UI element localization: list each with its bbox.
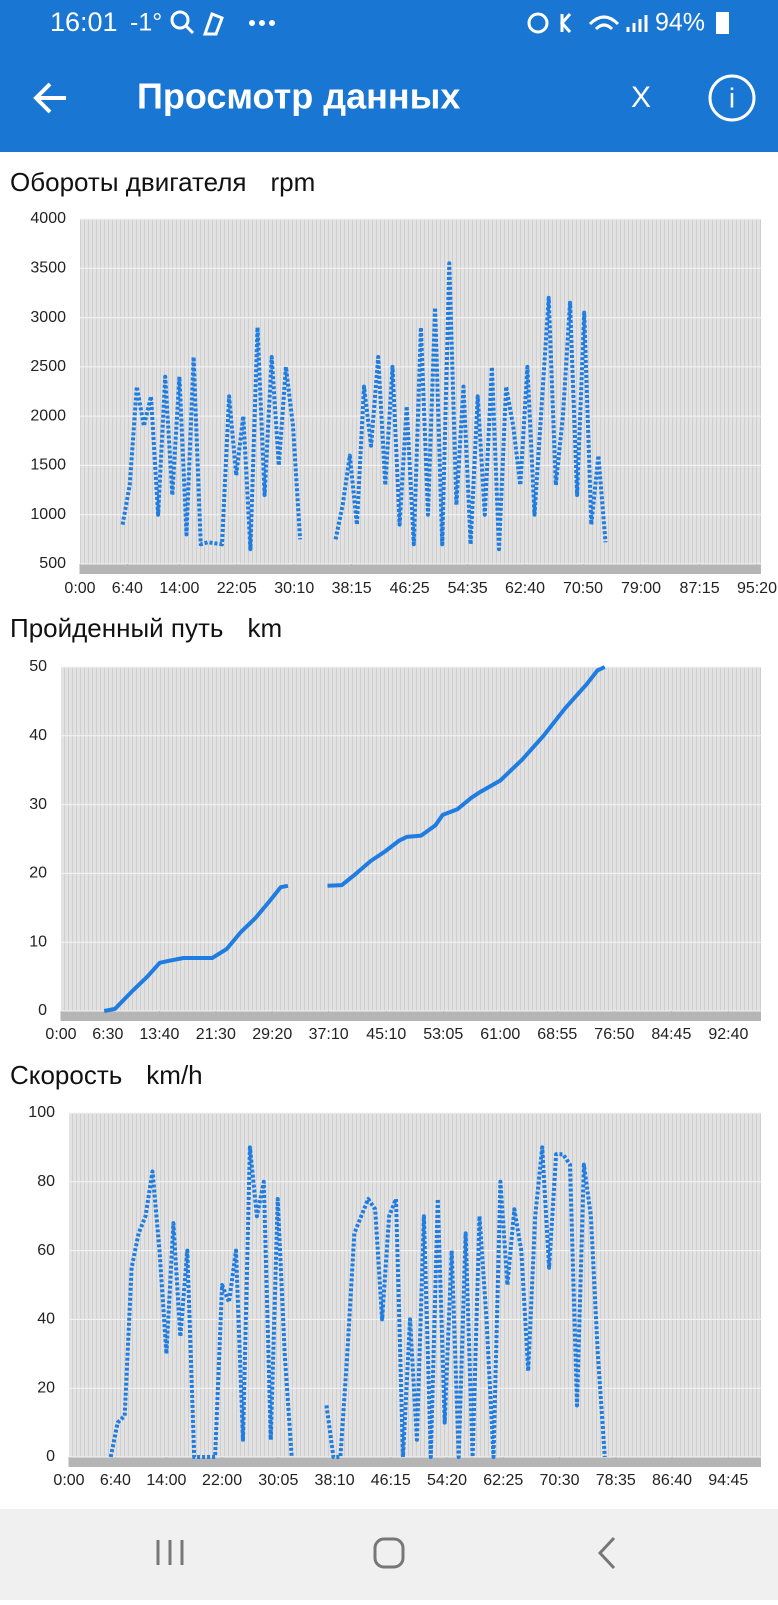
plot-area [61, 667, 761, 1011]
status-battery: 94% [655, 9, 705, 37]
x-tick-label: 22:00 [202, 1472, 242, 1489]
close-button[interactable]: X [631, 81, 651, 114]
x-tick-label: 62:25 [483, 1472, 523, 1489]
x-tick-label: 54:35 [448, 580, 488, 597]
y-tick-label: 30 [29, 796, 47, 813]
x-tick-label: 61:00 [480, 1026, 520, 1043]
axis-band [80, 564, 761, 574]
y-tick-label: 40 [29, 727, 47, 744]
x-tick-label: 54:20 [427, 1472, 467, 1489]
x-tick-label: 38:10 [315, 1472, 355, 1489]
y-tick-label: 80 [37, 1173, 55, 1190]
x-tick-label: 94:45 [708, 1472, 748, 1489]
x-tick-label: 14:00 [146, 1472, 186, 1489]
y-tick-label: 4000 [30, 210, 66, 227]
x-tick-label: 45:10 [366, 1026, 406, 1043]
chart-unit: rpm [271, 167, 316, 197]
y-tick-label: 20 [37, 1379, 55, 1396]
nav-icons [156, 1536, 616, 1570]
chart-unit: km [247, 613, 282, 643]
battery-icon [716, 12, 729, 34]
info-button[interactable] [708, 74, 756, 122]
y-tick-label: 2500 [30, 358, 66, 375]
x-tick-label: 22:05 [217, 580, 257, 597]
header-bg [0, 0, 778, 152]
x-tick-label: 30:05 [258, 1472, 298, 1489]
chart-title: Обороты двигателя rpm [10, 167, 315, 197]
axis-band [69, 1457, 761, 1467]
y-tick-label: 3500 [30, 260, 66, 277]
x-tick-label: 68:55 [537, 1026, 577, 1043]
x-tick-label: 0:00 [45, 1026, 76, 1043]
y-tick-label: 50 [29, 658, 47, 675]
chart-title-text: Пройденный путь [10, 613, 223, 643]
y-tick-label: 2000 [30, 407, 66, 424]
y-tick-label: 0 [46, 1448, 55, 1465]
x-tick-label: 95:20 [737, 580, 777, 597]
y-tick-label: 0 [38, 1002, 47, 1019]
x-tick-label: 46:25 [390, 580, 430, 597]
x-tick-label: 92:40 [708, 1026, 748, 1043]
app-title: Просмотр данных [137, 76, 460, 117]
x-tick-label: 62:40 [505, 580, 545, 597]
x-tick-label: 0:00 [64, 580, 95, 597]
y-tick-label: 1500 [30, 457, 66, 474]
x-tick-label: 78:35 [596, 1472, 636, 1489]
y-tick-label: 100 [28, 1104, 55, 1121]
x-tick-label: 86:40 [652, 1472, 692, 1489]
x-tick-label: 87:15 [680, 580, 720, 597]
x-tick-label: 13:40 [139, 1026, 179, 1043]
nav-bar [0, 1509, 778, 1600]
x-tick-label: 14:00 [159, 580, 199, 597]
x-tick-label: 76:50 [594, 1026, 634, 1043]
status-time: 16:01 [50, 7, 118, 37]
y-tick-label: 40 [37, 1311, 55, 1328]
x-tick-label: 79:00 [621, 580, 661, 597]
status-temp: -1° [130, 9, 162, 37]
y-tick-label: 500 [39, 555, 66, 572]
x-tick-label: 29:20 [252, 1026, 292, 1043]
y-tick-label: 20 [29, 865, 47, 882]
data-line [120, 261, 608, 552]
x-tick-label: 84:45 [651, 1026, 691, 1043]
x-tick-label: 38:15 [332, 580, 372, 597]
chart-title: Скорость km/h [10, 1060, 203, 1090]
x-tick-label: 53:05 [423, 1026, 463, 1043]
y-tick-label: 1000 [30, 506, 66, 523]
data-line [103, 665, 606, 1013]
x-tick-label: 0:00 [53, 1472, 84, 1489]
x-tick-label: 30:10 [274, 580, 314, 597]
status-icons [170, 10, 648, 36]
chart-title-text: Скорость [10, 1060, 122, 1090]
data-line [108, 1145, 607, 1459]
chart-unit: km/h [146, 1060, 202, 1090]
chart-title-text: Обороты двигателя [10, 167, 247, 197]
x-tick-label: 70:50 [563, 580, 603, 597]
y-tick-label: 3000 [30, 309, 66, 326]
x-tick-label: 6:40 [100, 1472, 131, 1489]
x-tick-label: 21:30 [196, 1026, 236, 1043]
axis-band [61, 1011, 761, 1021]
y-tick-label: 10 [29, 933, 47, 950]
x-tick-label: 6:40 [112, 580, 143, 597]
info-label: i [729, 82, 735, 113]
y-tick-label: 60 [37, 1242, 55, 1259]
chart-title: Пройденный путь km [10, 613, 282, 643]
x-tick-label: 37:10 [309, 1026, 349, 1043]
x-tick-label: 6:30 [92, 1026, 123, 1043]
back-button[interactable] [33, 82, 66, 114]
x-tick-label: 46:15 [371, 1472, 411, 1489]
x-tick-label: 70:30 [540, 1472, 580, 1489]
